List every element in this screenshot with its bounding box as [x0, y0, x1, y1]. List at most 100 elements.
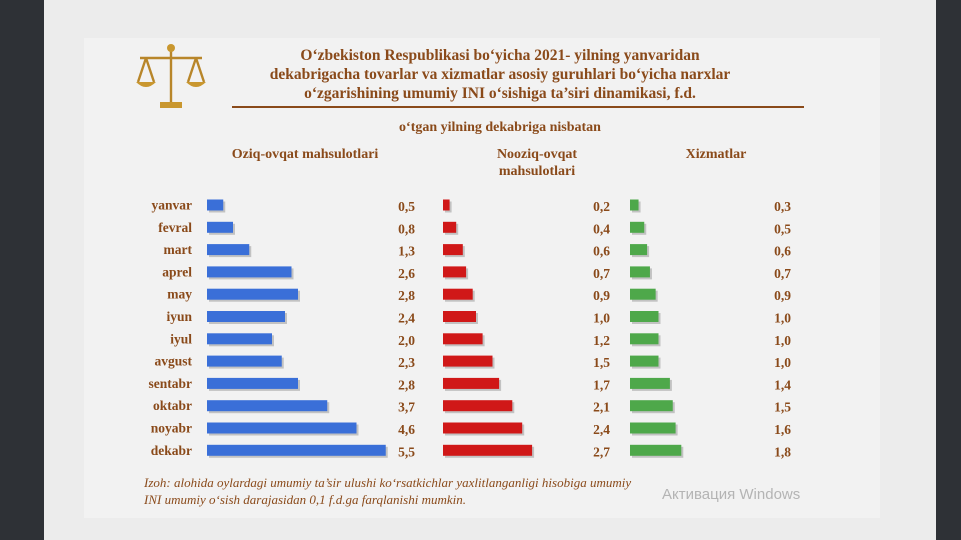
value-label-food-mart: 1,3 — [398, 244, 415, 259]
month-label-avgust: avgust — [154, 354, 192, 369]
value-label-nonfood-may: 0,9 — [593, 288, 610, 303]
month-label-fevral: fevral — [158, 220, 192, 235]
footnote-line-2: INI umumiy o‘sish darajasidan 0,1 f.d.ga… — [144, 492, 466, 507]
left-dark-strip — [0, 0, 44, 540]
value-label-services-sentabr: 1,4 — [774, 377, 791, 392]
bar-services-fevral — [630, 221, 645, 233]
bar-services-aprel — [630, 266, 650, 278]
value-label-nonfood-oktabr: 2,1 — [593, 400, 610, 415]
windows-activation-watermark: Активация Windows — [662, 486, 801, 503]
bar-services-iyul — [630, 333, 659, 345]
value-label-nonfood-iyun: 1,0 — [593, 311, 610, 326]
title-underline — [232, 106, 804, 108]
month-label-oktabr: oktabr — [153, 398, 192, 413]
column-header-food: Oziq-ovqat mahsulotlari — [231, 147, 379, 162]
value-label-food-avgust: 2,3 — [398, 355, 415, 370]
value-label-food-fevral: 0,8 — [398, 221, 415, 236]
value-label-food-iyul: 2,0 — [398, 333, 415, 348]
value-label-food-sentabr: 2,8 — [398, 377, 415, 392]
bar-services-mart — [630, 244, 648, 256]
bar-food-mart — [207, 244, 250, 256]
value-label-nonfood-aprel: 0,7 — [593, 266, 610, 281]
value-label-food-iyun: 2,4 — [398, 311, 415, 326]
bar-nonfood-yanvar — [443, 199, 450, 211]
value-label-nonfood-fevral: 0,4 — [593, 221, 610, 236]
bar-services-may — [630, 288, 656, 300]
month-label-sentabr: sentabr — [149, 376, 193, 391]
value-label-services-iyun: 1,0 — [774, 311, 791, 326]
bar-nonfood-iyul — [443, 333, 483, 345]
value-label-food-may: 2,8 — [398, 288, 415, 303]
bar-services-yanvar — [630, 199, 639, 211]
value-label-food-dekabr: 5,5 — [398, 444, 415, 459]
bar-nonfood-avgust — [443, 355, 493, 367]
bar-food-yanvar — [207, 199, 224, 211]
value-label-nonfood-avgust: 1,5 — [593, 355, 610, 370]
column-header-nonfood: Nooziq-ovqat mahsulotlari — [496, 147, 578, 179]
value-label-services-yanvar: 0,3 — [774, 199, 791, 214]
value-label-services-iyul: 1,0 — [774, 333, 791, 348]
bar-nonfood-noyabr — [443, 422, 523, 434]
value-label-food-noyabr: 4,6 — [398, 422, 415, 437]
bar-food-iyun — [207, 311, 285, 322]
month-label-dekabr: dekabr — [151, 443, 192, 458]
bar-services-noyabr — [630, 422, 676, 434]
value-label-nonfood-noyabr: 2,4 — [593, 422, 610, 437]
month-label-iyun: iyun — [166, 309, 192, 324]
month-label-mart: mart — [164, 242, 193, 257]
bar-services-dekabr — [630, 444, 682, 456]
value-label-nonfood-sentabr: 1,7 — [593, 377, 610, 392]
chart-title: O‘zbekiston Respublikasi bo‘yicha 2021- … — [220, 46, 780, 103]
chart-subtitle: o‘tgan yilning dekabriga nisbatan — [399, 120, 601, 135]
bar-food-dekabr — [207, 444, 386, 456]
bar-food-sentabr — [207, 377, 298, 389]
bar-services-iyun — [630, 311, 659, 322]
bar-nonfood-sentabr — [443, 377, 500, 389]
value-label-services-aprel: 0,7 — [774, 266, 791, 281]
bar-services-oktabr — [630, 400, 673, 412]
bar-food-aprel — [207, 266, 292, 278]
bar-food-noyabr — [207, 422, 357, 434]
value-label-services-mart: 0,6 — [774, 244, 791, 259]
right-dark-strip — [936, 0, 961, 540]
column-header-services: Xizmatlar — [685, 147, 747, 162]
value-label-services-oktabr: 1,5 — [774, 400, 791, 415]
title-line-3: o‘zgarishining umumiy INI o‘sishiga ta’s… — [304, 85, 696, 102]
bar-nonfood-may — [443, 288, 473, 300]
bar-services-avgust — [630, 355, 659, 367]
bar-food-iyul — [207, 333, 272, 345]
month-label-iyul: iyul — [170, 331, 192, 346]
value-label-food-oktabr: 3,7 — [398, 400, 415, 415]
bar-nonfood-iyun — [443, 311, 476, 322]
title-line-1: O‘zbekiston Respublikasi bo‘yicha 2021- … — [300, 47, 700, 64]
value-label-nonfood-dekabr: 2,7 — [593, 444, 610, 459]
value-label-food-aprel: 2,6 — [398, 266, 415, 281]
bar-nonfood-fevral — [443, 221, 457, 233]
value-label-services-noyabr: 1,6 — [774, 422, 791, 437]
value-label-services-fevral: 0,5 — [774, 221, 791, 236]
footnote: Izoh: alohida oylardagi umumiy ta’sir ul… — [144, 474, 834, 508]
month-label-yanvar: yanvar — [152, 198, 193, 213]
value-label-food-yanvar: 0,5 — [398, 199, 415, 214]
bar-services-sentabr — [630, 377, 670, 389]
value-label-nonfood-mart: 0,6 — [593, 244, 610, 259]
title-line-2: dekabrigacha tovarlar va xizmatlar asosi… — [269, 66, 731, 83]
value-label-nonfood-iyul: 1,2 — [593, 333, 610, 348]
month-label-noyabr: noyabr — [151, 421, 192, 436]
bar-food-may — [207, 288, 298, 300]
bar-food-fevral — [207, 221, 233, 233]
scales-of-justice-icon — [136, 44, 206, 108]
footnote-line-1: Izoh: alohida oylardagi umumiy ta’sir ul… — [144, 475, 632, 490]
value-label-services-may: 0,9 — [774, 288, 791, 303]
value-label-services-dekabr: 1,8 — [774, 444, 791, 459]
bar-nonfood-aprel — [443, 266, 467, 278]
bar-nonfood-oktabr — [443, 400, 513, 412]
bar-food-avgust — [207, 355, 282, 367]
value-label-nonfood-yanvar: 0,2 — [593, 199, 610, 214]
month-label-aprel: aprel — [162, 264, 192, 279]
bar-nonfood-mart — [443, 244, 463, 256]
bar-food-oktabr — [207, 400, 328, 412]
bar-nonfood-dekabr — [443, 444, 533, 456]
